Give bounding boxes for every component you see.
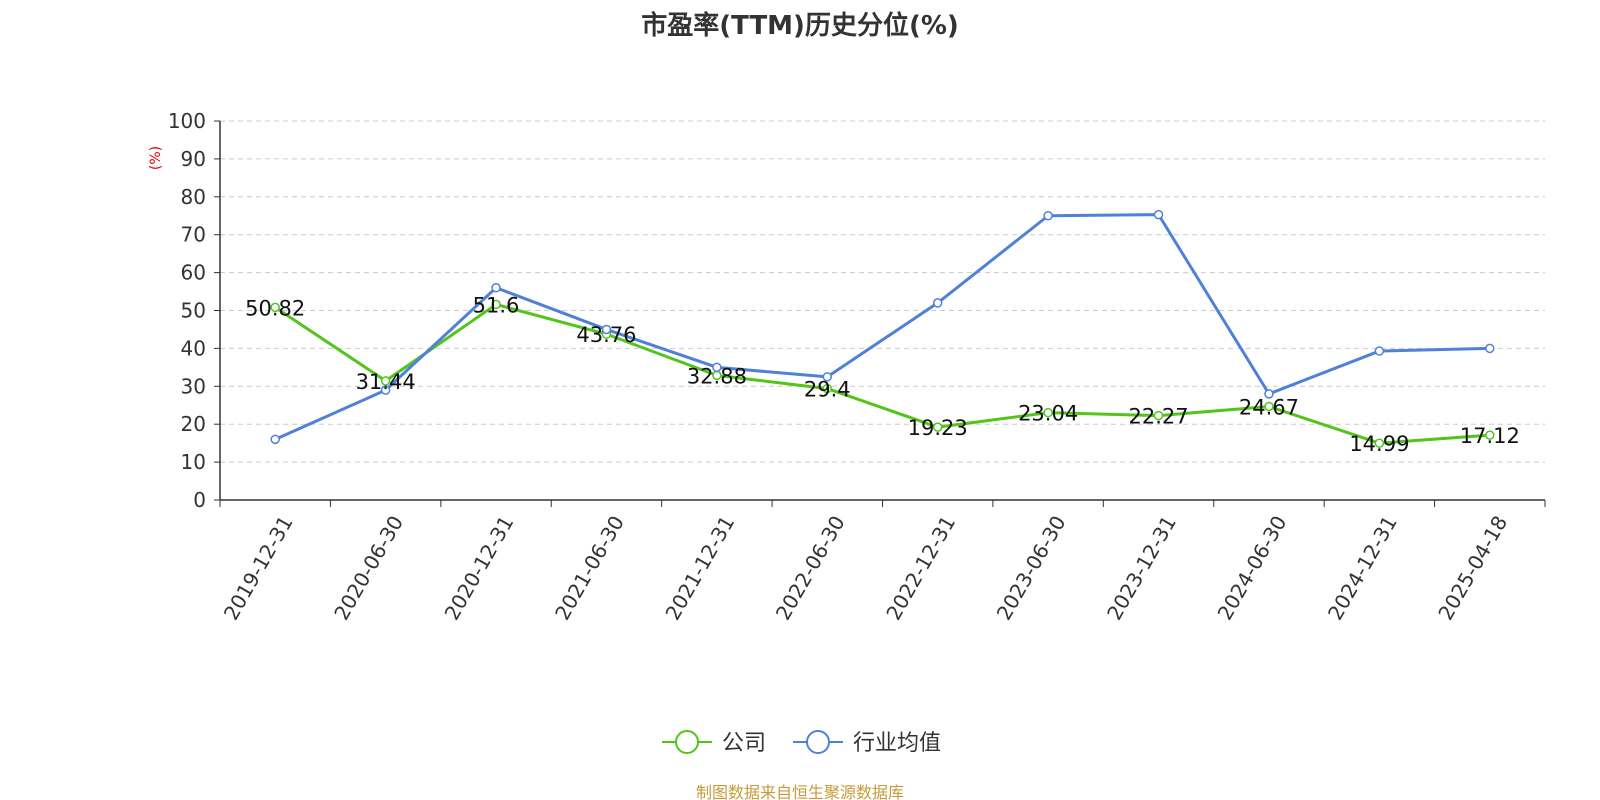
legend-label: 公司	[722, 731, 766, 756]
y-tick-label: 20	[181, 412, 206, 436]
data-label: 23.04	[1018, 402, 1078, 426]
x-tick-label: 2019-12-31	[219, 512, 298, 625]
data-label: 43.76	[576, 323, 636, 347]
y-tick-label: 10	[181, 450, 206, 474]
y-tick-label: 30	[181, 374, 206, 398]
x-tick-label: 2020-12-31	[440, 511, 519, 624]
legend-label: 行业均值	[853, 731, 941, 756]
series-line	[274, 302, 1490, 445]
data-point	[822, 383, 833, 394]
x-tick-label: 2022-12-31	[881, 511, 960, 624]
y-tick-label: 100	[168, 109, 206, 133]
y-tick-label: 70	[181, 223, 206, 247]
data-point	[1264, 401, 1274, 412]
data-point	[1264, 389, 1274, 399]
data-point	[932, 298, 943, 308]
y-tick-label: 0	[193, 488, 206, 512]
data-label: 29.4	[804, 378, 851, 402]
data-point	[601, 324, 612, 335]
data-point	[712, 362, 722, 373]
data-point	[1374, 438, 1385, 448]
legend: 公司 行业均值	[662, 730, 941, 756]
data-label: 51.6	[473, 293, 520, 317]
data-label: 31.44	[356, 370, 416, 394]
data-point	[380, 376, 391, 386]
data-labels: 50.82 31.44 51.6 43.76 32.88 29.4 19.23 23.04 22…	[245, 293, 1520, 456]
data-point	[1374, 346, 1385, 356]
source-note: 制图数据来自恒生聚源数据库	[696, 783, 904, 800]
data-point	[1043, 211, 1053, 221]
data-label: 50.82	[245, 296, 305, 320]
data-label: 32.88	[687, 364, 747, 388]
data-point	[491, 283, 501, 293]
y-tick-label: 90	[181, 147, 206, 171]
y-axis-label: (%)	[148, 146, 164, 170]
y-tick-label: 50	[181, 299, 206, 323]
y-tick-label: 40	[181, 336, 206, 360]
x-tick-label: 2023-12-31	[1102, 512, 1181, 625]
series-line	[274, 213, 1490, 441]
legend-marker	[675, 730, 699, 754]
x-tick-label: 2024-06-30	[1213, 512, 1292, 625]
x-tick-label: 2025-04-18	[1433, 512, 1512, 625]
data-point	[1485, 343, 1495, 354]
data-point	[270, 302, 280, 313]
grid-lines	[220, 120, 1545, 463]
data-point	[1043, 407, 1053, 418]
data-label: 19.23	[908, 416, 968, 440]
data-point	[380, 385, 391, 395]
data-point	[822, 372, 833, 382]
y-tick-label: 80	[181, 185, 206, 209]
data-point	[932, 422, 943, 432]
data-label: 22.27	[1128, 405, 1188, 429]
y-tick-label: 60	[181, 261, 206, 285]
data-point	[1153, 410, 1164, 421]
data-point	[1485, 430, 1495, 440]
data-label: 24.67	[1239, 396, 1299, 420]
chart-title: 市盈率(TTM)历史分位(%)	[641, 10, 959, 41]
x-tick-label: 2021-12-31	[660, 512, 739, 625]
data-point	[270, 434, 280, 445]
data-point	[1153, 209, 1164, 220]
x-tick-label: 2022-06-30	[771, 512, 850, 625]
series-layer	[270, 209, 1495, 448]
x-tick-label: 2021-06-30	[550, 512, 629, 625]
data-point	[491, 299, 501, 310]
x-tick-label: 2024-12-31	[1323, 512, 1402, 625]
x-tick-label: 2020-06-30	[329, 512, 408, 625]
data-label: 14.99	[1349, 432, 1409, 456]
x-tick-label: 2023-06-30	[992, 512, 1071, 625]
data-label: 17.12	[1460, 424, 1520, 448]
legend-marker	[806, 730, 830, 754]
